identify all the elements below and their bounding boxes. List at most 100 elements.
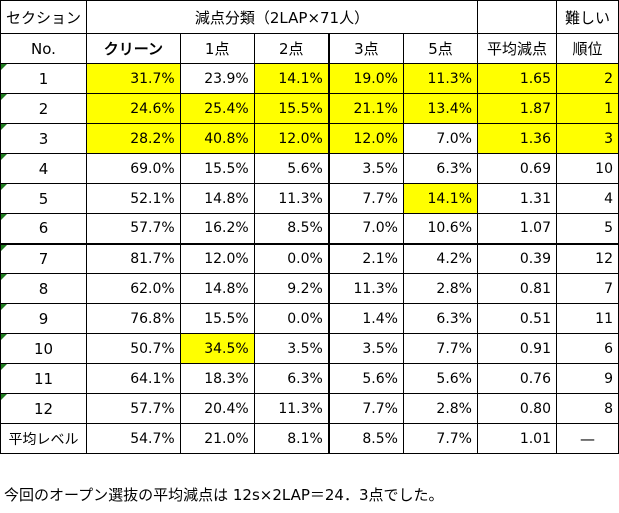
cell-5pt[interactable]: 2.8% xyxy=(402,273,479,304)
cell-1pt[interactable]: 20.4% xyxy=(179,393,255,424)
avg-1pt[interactable]: 21.0% xyxy=(179,423,255,454)
row-no[interactable]: 9 xyxy=(0,303,88,334)
cell-1pt[interactable]: 18.3% xyxy=(179,363,255,394)
cell-3pt[interactable]: 2.1% xyxy=(327,243,404,274)
col-header-2pt[interactable]: 2点 xyxy=(253,33,330,64)
cell-average[interactable]: 1.36 xyxy=(477,123,557,154)
cell-clean[interactable]: 81.7% xyxy=(86,243,181,274)
cell-rank[interactable]: 11 xyxy=(556,303,619,334)
cell-rank[interactable]: 9 xyxy=(556,363,619,394)
row-no[interactable]: 3 xyxy=(0,123,88,154)
row-no[interactable]: 2 xyxy=(0,93,88,124)
cell-clean[interactable]: 62.0% xyxy=(86,273,181,304)
cell-2pt[interactable]: 0.0% xyxy=(253,243,330,274)
cell-3pt[interactable]: 19.0% xyxy=(327,63,404,94)
row-no[interactable]: 5 xyxy=(0,183,88,214)
cell-rank[interactable]: 6 xyxy=(556,333,619,364)
cell-2pt[interactable]: 9.2% xyxy=(253,273,330,304)
cell-5pt[interactable]: 2.8% xyxy=(402,393,479,424)
col-header-1pt[interactable]: 1点 xyxy=(179,33,255,64)
cell-clean[interactable]: 28.2% xyxy=(86,123,181,154)
cell-rank[interactable]: 5 xyxy=(556,213,619,245)
col-header-average[interactable]: 平均減点 xyxy=(477,33,557,64)
cell-5pt[interactable]: 14.1% xyxy=(402,183,479,214)
cell-clean[interactable]: 31.7% xyxy=(86,63,181,94)
cell-rank[interactable]: 12 xyxy=(556,243,619,274)
cell-3pt[interactable]: 21.1% xyxy=(327,93,404,124)
empty-header-cell[interactable] xyxy=(477,0,557,34)
cell-5pt[interactable]: 7.7% xyxy=(402,333,479,364)
cell-clean[interactable]: 76.8% xyxy=(86,303,181,334)
row-no[interactable]: 12 xyxy=(0,393,88,424)
cell-5pt[interactable]: 11.3% xyxy=(402,63,479,94)
cell-2pt[interactable]: 15.5% xyxy=(253,93,330,124)
cell-2pt[interactable]: 14.1% xyxy=(253,63,330,94)
cell-average[interactable]: 0.69 xyxy=(477,153,557,184)
row-no[interactable]: 8 xyxy=(0,273,88,304)
cell-5pt[interactable]: 6.3% xyxy=(402,153,479,184)
cell-average[interactable]: 0.81 xyxy=(477,273,557,304)
cell-average[interactable]: 0.80 xyxy=(477,393,557,424)
row-no[interactable]: 11 xyxy=(0,363,88,394)
cell-5pt[interactable]: 5.6% xyxy=(402,363,479,394)
cell-1pt[interactable]: 34.5% xyxy=(179,333,255,364)
cell-1pt[interactable]: 15.5% xyxy=(179,303,255,334)
cell-rank[interactable]: 8 xyxy=(556,393,619,424)
cell-rank[interactable]: 7 xyxy=(556,273,619,304)
cell-5pt[interactable]: 10.6% xyxy=(402,213,479,245)
cell-clean[interactable]: 52.1% xyxy=(86,183,181,214)
cell-clean[interactable]: 57.7% xyxy=(86,393,181,424)
cell-2pt[interactable]: 6.3% xyxy=(253,363,330,394)
avg-2pt[interactable]: 8.1% xyxy=(253,423,330,454)
cell-2pt[interactable]: 11.3% xyxy=(253,183,330,214)
average-label[interactable]: 平均レベル xyxy=(0,423,88,454)
cell-2pt[interactable]: 8.5% xyxy=(253,213,330,245)
cell-3pt[interactable]: 7.7% xyxy=(327,183,404,214)
cell-2pt[interactable]: 11.3% xyxy=(253,393,330,424)
cell-average[interactable]: 0.39 xyxy=(477,243,557,274)
deduction-group-header[interactable]: 減点分類（2LAP×71人） xyxy=(86,0,478,34)
cell-3pt[interactable]: 5.6% xyxy=(327,363,404,394)
cell-1pt[interactable]: 14.8% xyxy=(179,273,255,304)
cell-3pt[interactable]: 11.3% xyxy=(327,273,404,304)
cell-1pt[interactable]: 40.8% xyxy=(179,123,255,154)
col-header-clean[interactable]: クリーン xyxy=(86,33,181,64)
cell-clean[interactable]: 57.7% xyxy=(86,213,181,245)
cell-1pt[interactable]: 25.4% xyxy=(179,93,255,124)
cell-clean[interactable]: 50.7% xyxy=(86,333,181,364)
row-no[interactable]: 6 xyxy=(0,213,88,245)
cell-5pt[interactable]: 6.3% xyxy=(402,303,479,334)
cell-1pt[interactable]: 14.8% xyxy=(179,183,255,214)
cell-clean[interactable]: 64.1% xyxy=(86,363,181,394)
cell-1pt[interactable]: 16.2% xyxy=(179,213,255,245)
row-no[interactable]: 10 xyxy=(0,333,88,364)
cell-2pt[interactable]: 0.0% xyxy=(253,303,330,334)
cell-rank[interactable]: 4 xyxy=(556,183,619,214)
cell-average[interactable]: 0.76 xyxy=(477,363,557,394)
cell-1pt[interactable]: 23.9% xyxy=(179,63,255,94)
row-no[interactable]: 7 xyxy=(0,243,88,274)
cell-3pt[interactable]: 7.7% xyxy=(327,393,404,424)
cell-average[interactable]: 0.91 xyxy=(477,333,557,364)
avg-average[interactable]: 1.01 xyxy=(477,423,557,454)
cell-5pt[interactable]: 13.4% xyxy=(402,93,479,124)
avg-3pt[interactable]: 8.5% xyxy=(327,423,404,454)
avg-5pt[interactable]: 7.7% xyxy=(402,423,479,454)
row-no[interactable]: 1 xyxy=(0,63,88,94)
cell-rank[interactable]: 10 xyxy=(556,153,619,184)
rank-header[interactable]: 順位 xyxy=(556,33,619,64)
cell-rank[interactable]: 3 xyxy=(556,123,619,154)
cell-2pt[interactable]: 5.6% xyxy=(253,153,330,184)
section-header[interactable]: セクション xyxy=(0,0,88,34)
avg-rank[interactable]: — xyxy=(556,423,619,454)
cell-average[interactable]: 1.65 xyxy=(477,63,557,94)
cell-1pt[interactable]: 15.5% xyxy=(179,153,255,184)
cell-clean[interactable]: 69.0% xyxy=(86,153,181,184)
col-header-5pt[interactable]: 5点 xyxy=(402,33,479,64)
cell-3pt[interactable]: 3.5% xyxy=(327,153,404,184)
cell-average[interactable]: 1.87 xyxy=(477,93,557,124)
row-no[interactable]: 4 xyxy=(0,153,88,184)
cell-average[interactable]: 1.31 xyxy=(477,183,557,214)
no-header[interactable]: No. xyxy=(0,33,88,64)
cell-average[interactable]: 1.07 xyxy=(477,213,557,245)
